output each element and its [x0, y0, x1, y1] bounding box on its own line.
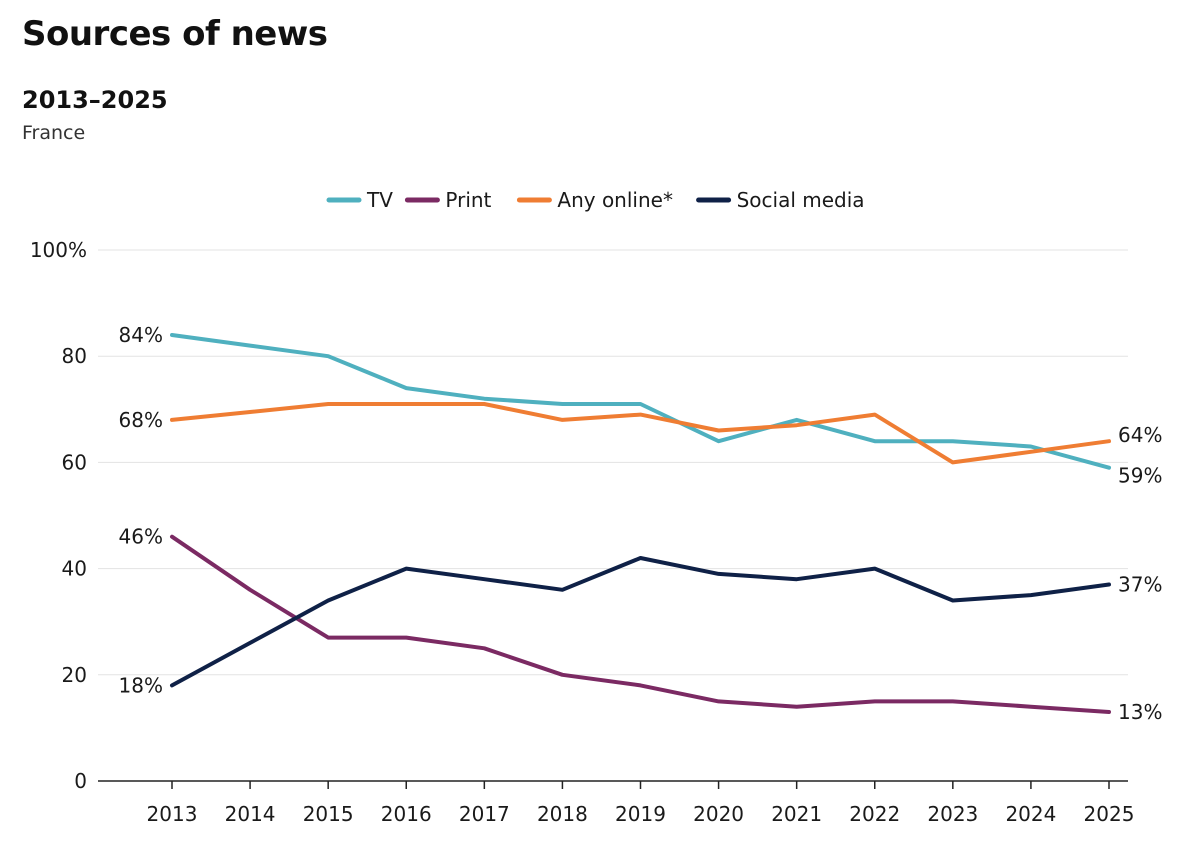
chart-region: France — [22, 122, 86, 144]
legend-label-tv: TV — [366, 188, 393, 212]
x-tick-label-2014: 2014 — [225, 802, 276, 826]
series-line-social-media — [170, 556, 1111, 688]
x-tick-label-2021: 2021 — [771, 802, 822, 826]
start-label-social-media: 18% — [119, 673, 163, 697]
x-tick-label-2022: 2022 — [849, 802, 900, 826]
y-tick-label-40: 40 — [62, 557, 87, 581]
x-tick-label-2013: 2013 — [147, 802, 198, 826]
axes: 0 20 40 60 80 100% 2013 2014 2015 2016 2017 2018 201… — [30, 238, 1135, 826]
legend-label-print: Print — [445, 188, 491, 212]
x-tick-label-2019: 2019 — [615, 802, 666, 826]
x-tick-label-2020: 2020 — [693, 802, 744, 826]
y-tick-label-80: 80 — [62, 344, 87, 368]
x-tick-label-2015: 2015 — [303, 802, 354, 826]
legend-label-any-online: Any online* — [557, 188, 673, 212]
chart-title: Sources of news — [22, 14, 328, 54]
y-tick-label-100: 100% — [30, 238, 87, 262]
y-tick-label-0: 0 — [74, 769, 87, 793]
y-tick-label-60: 60 — [62, 450, 87, 474]
x-tick-label-2024: 2024 — [1005, 802, 1056, 826]
chart-subtitle: 2013–2025 — [22, 86, 168, 114]
gridlines — [98, 249, 1128, 676]
legend-label-social-media: Social media — [737, 188, 865, 212]
start-label-any-online: 68% — [119, 408, 163, 432]
legend: TV Print Any online* Social media — [326, 188, 865, 212]
x-tick-label-2025: 2025 — [1084, 802, 1135, 826]
data-labels: 84% 59% 46% 13% 68% 64% 18% 37% — [119, 323, 1163, 724]
start-label-tv: 84% — [119, 323, 163, 347]
series-lines — [170, 333, 1111, 714]
x-tick-label-2023: 2023 — [927, 802, 978, 826]
end-label-any-online: 64% — [1118, 423, 1162, 447]
series-line-print — [170, 534, 1111, 714]
y-tick-label-20: 20 — [62, 663, 87, 687]
x-tick-label-2018: 2018 — [537, 802, 588, 826]
x-tick-label-2016: 2016 — [381, 802, 432, 826]
series-line-any-online — [170, 402, 1111, 465]
x-tick-label-2017: 2017 — [459, 802, 510, 826]
series-line-tv — [170, 333, 1111, 470]
start-label-print: 46% — [119, 525, 163, 549]
end-label-print: 13% — [1118, 700, 1162, 724]
end-label-tv: 59% — [1118, 464, 1162, 488]
end-label-social-media: 37% — [1118, 573, 1162, 597]
